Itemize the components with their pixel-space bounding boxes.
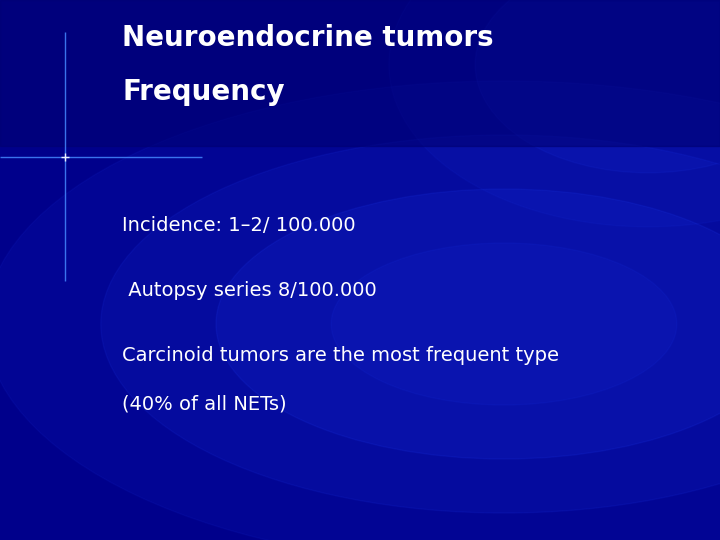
- Ellipse shape: [101, 135, 720, 513]
- Text: Neuroendocrine tumors: Neuroendocrine tumors: [122, 24, 494, 52]
- Text: Frequency: Frequency: [122, 78, 285, 106]
- Bar: [0, 0, 720, 146]
- Text: Incidence: 1–2/ 100.000: Incidence: 1–2/ 100.000: [122, 216, 356, 235]
- Ellipse shape: [331, 243, 677, 405]
- Ellipse shape: [389, 0, 720, 227]
- Text: (40% of all NETs): (40% of all NETs): [122, 394, 287, 413]
- Ellipse shape: [475, 0, 720, 173]
- Text: Carcinoid tumors are the most frequent type: Carcinoid tumors are the most frequent t…: [122, 346, 559, 365]
- Ellipse shape: [216, 189, 720, 459]
- Text: Autopsy series 8/100.000: Autopsy series 8/100.000: [122, 281, 377, 300]
- Ellipse shape: [0, 81, 720, 540]
